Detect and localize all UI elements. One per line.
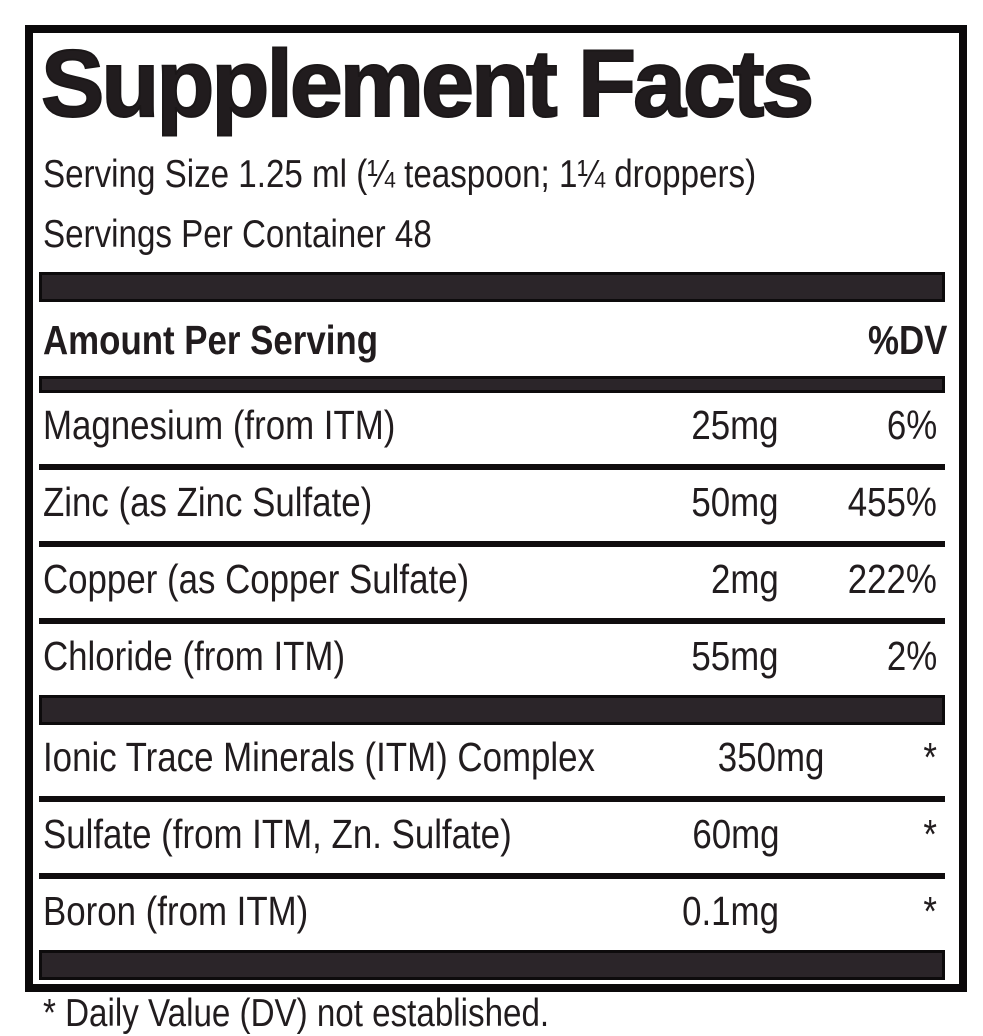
nutrient-amount-text: 25mg (692, 402, 779, 449)
nutrient-amount: 2mg (594, 556, 779, 603)
nutrient-name-text: Chloride (from ITM) (43, 633, 345, 680)
nutrient-table: Magnesium (from ITM) 25mg 6% Zinc (as Zi… (39, 393, 951, 950)
section-divider-bar-bottom (39, 950, 945, 980)
supplement-facts-label: Supplement Facts Serving Size 1.25 ml (¼… (25, 25, 967, 992)
column-header-dv: %DV (854, 317, 947, 364)
nutrient-amount: 0.1mg (594, 888, 779, 935)
nutrient-amount-text: 50mg (692, 479, 779, 526)
nutrient-name: Copper (as Copper Sulfate) (43, 556, 594, 603)
servings-per-container-value: Servings Per Container 48 (43, 215, 432, 254)
footnote-value: * Daily Value (DV) not established. (43, 992, 549, 1036)
footnote-text: * Daily Value (DV) not established. (39, 980, 951, 1036)
nutrient-name: Ionic Trace Minerals (ITM) Complex (43, 734, 692, 781)
nutrient-name-text: Magnesium (from ITM) (43, 402, 395, 449)
nutrient-dv-text: * (923, 888, 937, 935)
nutrient-name-text: Boron (from ITM) (43, 888, 308, 935)
header-underline-bar (39, 376, 945, 393)
column-header-row: Amount Per Serving %DV (39, 302, 951, 376)
column-header-amount: Amount Per Serving (43, 317, 854, 364)
nutrient-amount-text: 55mg (692, 633, 779, 680)
nutrient-amount: 50mg (594, 479, 779, 526)
nutrient-dv: * (779, 888, 947, 935)
nutrient-name: Zinc (as Zinc Sulfate) (43, 479, 594, 526)
page-title: Supplement Facts (39, 35, 951, 134)
nutrient-dv: * (824, 734, 947, 781)
table-row: Copper (as Copper Sulfate) 2mg 222% (39, 547, 951, 618)
nutrient-name: Chloride (from ITM) (43, 633, 594, 680)
nutrient-dv-text: * (923, 734, 937, 781)
nutrient-amount: 25mg (594, 402, 779, 449)
nutrient-name: Magnesium (from ITM) (43, 402, 594, 449)
nutrient-amount-text: 0.1mg (682, 888, 779, 935)
nutrient-dv: 222% (779, 556, 947, 603)
nutrient-dv-text: * (923, 811, 937, 858)
nutrient-name-text: Sulfate (from ITM, Zn. Sulfate) (43, 811, 512, 858)
nutrient-name: Sulfate (from ITM, Zn. Sulfate) (43, 811, 594, 858)
column-header-dv-label: %DV (868, 317, 947, 364)
nutrient-dv-text: 6% (887, 402, 937, 449)
table-row: Sulfate (from ITM, Zn. Sulfate) 60mg * (39, 802, 951, 873)
nutrient-amount-text: 60mg (692, 811, 779, 858)
table-row: Chloride (from ITM) 55mg 2% (39, 624, 951, 695)
nutrient-dv-text: 455% (848, 479, 937, 526)
nutrient-amount: 55mg (594, 633, 779, 680)
nutrient-name-text: Zinc (as Zinc Sulfate) (43, 479, 372, 526)
nutrient-amount: 60mg (594, 811, 779, 858)
nutrient-dv: 455% (779, 479, 947, 526)
nutrient-dv: 2% (779, 633, 947, 680)
nutrient-dv: * (779, 811, 947, 858)
nutrient-name-text: Ionic Trace Minerals (ITM) Complex (43, 734, 595, 781)
table-row: Ionic Trace Minerals (ITM) Complex 350mg… (39, 725, 951, 796)
nutrient-amount: 350mg (692, 734, 824, 781)
nutrient-dv-text: 2% (887, 633, 937, 680)
servings-per-container-text: Servings Per Container 48 (39, 215, 951, 254)
table-row: Zinc (as Zinc Sulfate) 50mg 455% (39, 470, 951, 541)
nutrient-name: Boron (from ITM) (43, 888, 594, 935)
nutrient-amount-text: 2mg (711, 556, 779, 603)
serving-size-value: Serving Size 1.25 ml (¼ teaspoon; 1¼ dro… (43, 155, 756, 194)
nutrient-dv: 6% (779, 402, 947, 449)
table-row: Boron (from ITM) 0.1mg * (39, 879, 951, 950)
table-row: Magnesium (from ITM) 25mg 6% (39, 393, 951, 464)
serving-size-text: Serving Size 1.25 ml (¼ teaspoon; 1¼ dro… (39, 155, 951, 194)
section-divider-bar-top (39, 272, 945, 302)
section-divider-bar-mid (39, 695, 945, 725)
column-header-amount-label: Amount Per Serving (43, 317, 378, 364)
nutrient-amount-text: 350mg (718, 734, 825, 781)
nutrient-name-text: Copper (as Copper Sulfate) (43, 556, 469, 603)
nutrient-dv-text: 222% (848, 556, 937, 603)
